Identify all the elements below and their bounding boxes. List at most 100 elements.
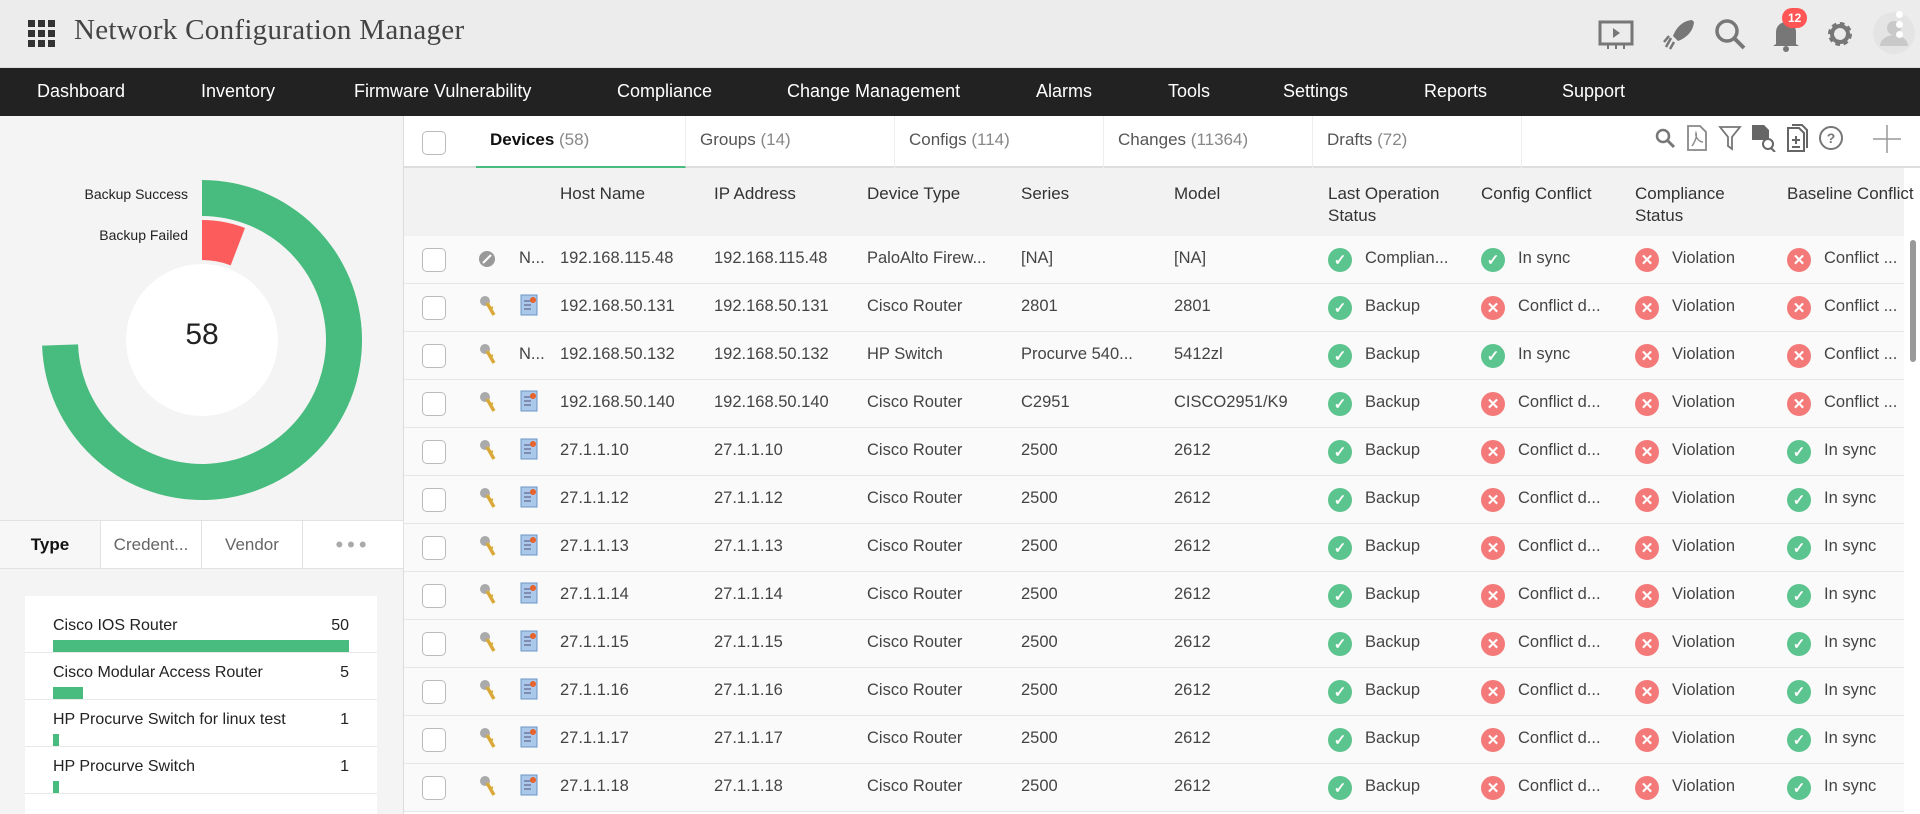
certificate-icon[interactable] [520,582,538,609]
certificate-icon[interactable] [520,726,538,753]
nav-compliance[interactable]: Compliance [617,81,713,101]
bell-icon[interactable] [1768,16,1804,52]
table-row[interactable]: 27.1.1.16 27.1.1.16 Cisco Router 2500 2612 ✓ B… [404,668,1904,716]
credential-key-icon[interactable] [478,534,498,563]
row-checkbox[interactable] [422,536,446,560]
tab-groups[interactable]: Groups (14) [686,116,895,168]
table-row[interactable]: 192.168.50.140 192.168.50.140 Cisco Router… [404,380,1904,428]
cell-host[interactable]: 27.1.1.16 [560,681,629,699]
user-avatar-icon[interactable] [1873,12,1915,54]
column-header[interactable]: Series [1021,184,1070,203]
certificate-icon[interactable] [520,678,538,705]
table-row[interactable]: 27.1.1.14 27.1.1.14 Cisco Router 2500 2612 ✓ B… [404,572,1904,620]
row-checkbox[interactable] [422,296,446,320]
search-icon[interactable] [1654,127,1676,149]
table-scrollbar[interactable] [1910,240,1916,362]
column-header[interactable]: Last Operation Status [1328,184,1440,225]
table-row[interactable]: 27.1.1.18 27.1.1.18 Cisco Router 2500 2612 ✓ B… [404,764,1904,812]
table-row[interactable]: 27.1.1.10 27.1.1.10 Cisco Router 2500 2612 ✓ B… [404,428,1904,476]
row-checkbox[interactable] [422,392,446,416]
more-tabs-icon[interactable]: ••• [303,521,404,568]
credential-key-icon[interactable] [478,390,498,419]
row-checkbox[interactable] [422,584,446,608]
cell-host[interactable]: 27.1.1.14 [560,585,629,603]
table-row[interactable]: 27.1.1.13 27.1.1.13 Cisco Router 2500 2612 ✓ B… [404,524,1904,572]
backup-failed-arc[interactable] [202,220,246,266]
row-checkbox[interactable] [422,632,446,656]
cell-host[interactable]: 192.168.50.131 [560,297,675,315]
help-icon[interactable]: ? [1818,125,1844,151]
table-row[interactable]: 192.168.50.131 192.168.50.131 Cisco Router… [404,284,1904,332]
cell-host[interactable]: 27.1.1.15 [560,633,629,651]
device-disabled-icon[interactable] [478,250,496,273]
certificate-icon[interactable] [520,486,538,513]
credential-key-icon[interactable] [478,582,498,611]
row-checkbox[interactable] [422,728,446,752]
cell-host[interactable]: 192.168.115.48 [560,249,674,267]
row-checkbox[interactable] [422,248,446,272]
add-icon[interactable] [1872,124,1902,154]
column-header[interactable]: Host Name [560,184,646,203]
column-header[interactable]: Baseline Conflict [1787,184,1914,203]
pdf-icon[interactable] [1686,125,1708,151]
credential-key-icon[interactable] [478,486,498,515]
search-document-icon[interactable] [1750,124,1776,152]
table-row[interactable]: 27.1.1.17 27.1.1.17 Cisco Router 2500 2612 ✓ B… [404,716,1904,764]
cell-host[interactable]: 192.168.50.132 [560,345,675,363]
column-header[interactable]: Device Type [867,184,961,203]
rocket-icon[interactable] [1662,16,1698,52]
nav-reports[interactable]: Reports [1424,81,1488,101]
credential-key-icon[interactable] [478,438,498,467]
row-checkbox[interactable] [422,680,446,704]
presentation-icon[interactable] [1598,16,1634,52]
credential-key-icon[interactable] [478,774,498,803]
credential-key-icon[interactable] [478,726,498,755]
certificate-icon[interactable] [520,294,538,321]
type-list-item[interactable]: HP Procurve Switch for linux test 1 [25,700,377,747]
cell-host[interactable]: 27.1.1.12 [560,489,629,507]
table-row[interactable]: N... 192.168.115.48 192.168.115.48 PaloAlto… [404,236,1904,284]
filter-icon[interactable] [1718,125,1742,151]
nav-change-management[interactable]: Change Management [787,81,961,101]
column-header[interactable]: Config Conflict [1481,184,1592,203]
certificate-icon[interactable] [520,438,538,465]
cell-host[interactable]: 27.1.1.17 [560,729,629,747]
table-row[interactable]: N... 192.168.50.132 192.168.50.132 HP Switc… [404,332,1904,380]
tab-drafts[interactable]: Drafts (72) [1313,116,1522,168]
nav-support[interactable]: Support [1562,81,1626,101]
tab-credential[interactable]: Credent... [101,521,202,568]
apps-grid-icon[interactable] [28,20,55,47]
nav-firmware-vulnerability[interactable]: Firmware Vulnerability [354,81,532,101]
gear-icon[interactable] [1822,16,1858,52]
table-row[interactable]: 27.1.1.12 27.1.1.12 Cisco Router 2500 2612 ✓ B… [404,476,1904,524]
table-row[interactable]: 27.1.1.15 27.1.1.15 Cisco Router 2500 2612 ✓ B… [404,620,1904,668]
column-header[interactable]: Model [1174,184,1221,203]
tab-vendor[interactable]: Vendor [202,521,303,568]
nav-dashboard[interactable]: Dashboard [37,81,126,101]
tab-devices[interactable]: Devices (58) [476,116,686,168]
more-menu-icon[interactable] [1896,11,1904,41]
type-list-item[interactable]: Cisco Modular Access Router 5 [25,653,377,700]
cell-host[interactable]: 192.168.50.140 [560,393,675,411]
row-checkbox[interactable] [422,344,446,368]
credential-key-icon[interactable] [478,630,498,659]
cell-host[interactable]: 27.1.1.18 [560,777,629,795]
certificate-icon[interactable] [520,534,538,561]
certificate-icon[interactable] [520,390,538,417]
type-list-item[interactable]: HP Procurve Switch 1 [25,747,377,794]
cell-host[interactable]: 27.1.1.10 [560,441,629,459]
column-header[interactable]: Compliance Status [1635,184,1725,225]
select-all-checkbox[interactable] [422,131,446,155]
credential-key-icon[interactable] [478,342,498,371]
row-checkbox[interactable] [422,488,446,512]
cell-host[interactable]: 27.1.1.13 [560,537,629,555]
tab-type[interactable]: Type [0,521,101,568]
certificate-icon[interactable] [520,774,538,801]
compare-document-icon[interactable] [1784,124,1808,152]
tab-configs[interactable]: Configs (114) [895,116,1104,168]
row-checkbox[interactable] [422,440,446,464]
column-header[interactable]: IP Address [714,184,796,203]
nav-settings[interactable]: Settings [1283,81,1349,101]
search-icon[interactable] [1712,16,1748,52]
type-list-item[interactable]: Cisco IOS Router 50 [25,606,377,653]
